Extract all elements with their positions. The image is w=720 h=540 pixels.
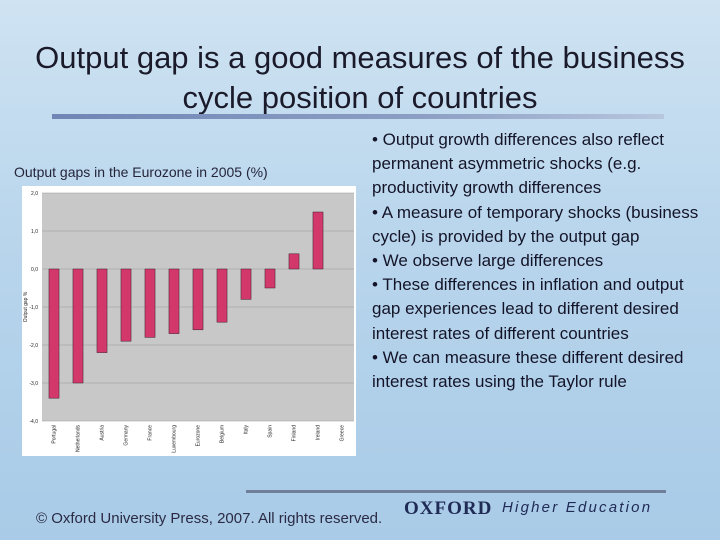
bar-eurozone: [192, 268, 204, 331]
y-tick-label: -4,0: [29, 419, 38, 425]
x-category-label: Italy: [244, 425, 250, 435]
chart-caption: Output gaps in the Eurozone in 2005 (%): [14, 164, 268, 180]
x-category-label: Netherlands: [76, 425, 82, 452]
bar-portugal: [48, 268, 60, 399]
x-category-label: Belgium: [220, 425, 226, 443]
bar-germany: [120, 268, 132, 342]
bar-finland: [288, 253, 300, 270]
bullet-item: • We can measure these different desired…: [372, 347, 684, 392]
x-category-label: Spain: [268, 425, 274, 438]
y-tick-label: 1,0: [31, 229, 38, 235]
bar-austria: [96, 268, 108, 353]
output-gap-chart: 2,0 1,0 0,0 -1,0 -2,0 -3,0 -4,0 Portugal Nether…: [22, 186, 356, 456]
x-category-label: Ireland: [316, 425, 322, 441]
bullet-list: • Output growth differences also reflect…: [372, 128, 714, 394]
y-tick-label: 2,0: [31, 191, 38, 197]
x-category-label: Finland: [292, 425, 298, 442]
oxford-logo-text: OXFORD: [404, 498, 493, 519]
x-category-label: Eurozone: [196, 425, 202, 447]
bar-luxembourg: [168, 268, 180, 334]
bullet-item: • We observe large differences: [372, 251, 604, 271]
x-category-label: France: [148, 425, 154, 441]
y-axis-label: Output gap %: [23, 291, 29, 322]
footer-divider: [246, 490, 666, 493]
slide-title: Output gap is a good measures of the bus…: [35, 40, 685, 115]
bullet-item: • A measure of temporary shocks (busines…: [372, 202, 699, 246]
chart-svg: 2,0 1,0 0,0 -1,0 -2,0 -3,0 -4,0 Portugal Nether…: [23, 191, 354, 453]
tick-layer: 2,0 1,0 0,0 -1,0 -2,0 -3,0 -4,0: [29, 191, 38, 425]
title-divider: [52, 114, 664, 119]
x-category-label: Portugal: [52, 425, 58, 444]
y-tick-label: -1,0: [29, 305, 38, 311]
bullet-item: • Output growth differences also reflect…: [372, 130, 664, 198]
y-tick-label: 0,0: [31, 267, 38, 273]
category-label-layer: Portugal Netherlands Austria Germany France L…: [52, 425, 346, 453]
bar-layer: [48, 211, 324, 399]
y-tick-label: -3,0: [29, 381, 38, 387]
bullet-item: • These differences in inflation and out…: [372, 275, 684, 343]
bar-ireland: [312, 211, 324, 270]
copyright-notice: © Oxford University Press, 2007. All rig…: [36, 510, 383, 527]
bar-france: [144, 268, 156, 338]
bar-belgium: [216, 268, 228, 323]
bar-netherlands: [72, 268, 84, 384]
x-category-label: Greece: [340, 425, 346, 442]
higher-education-text: Higher Education: [502, 499, 653, 516]
bar-italy: [240, 268, 252, 300]
y-tick-label: -2,0: [29, 343, 38, 349]
bar-spain: [264, 268, 276, 289]
x-category-label: Luxembourg: [172, 425, 178, 453]
x-category-label: Austria: [100, 425, 106, 441]
x-category-label: Germany: [124, 425, 130, 446]
